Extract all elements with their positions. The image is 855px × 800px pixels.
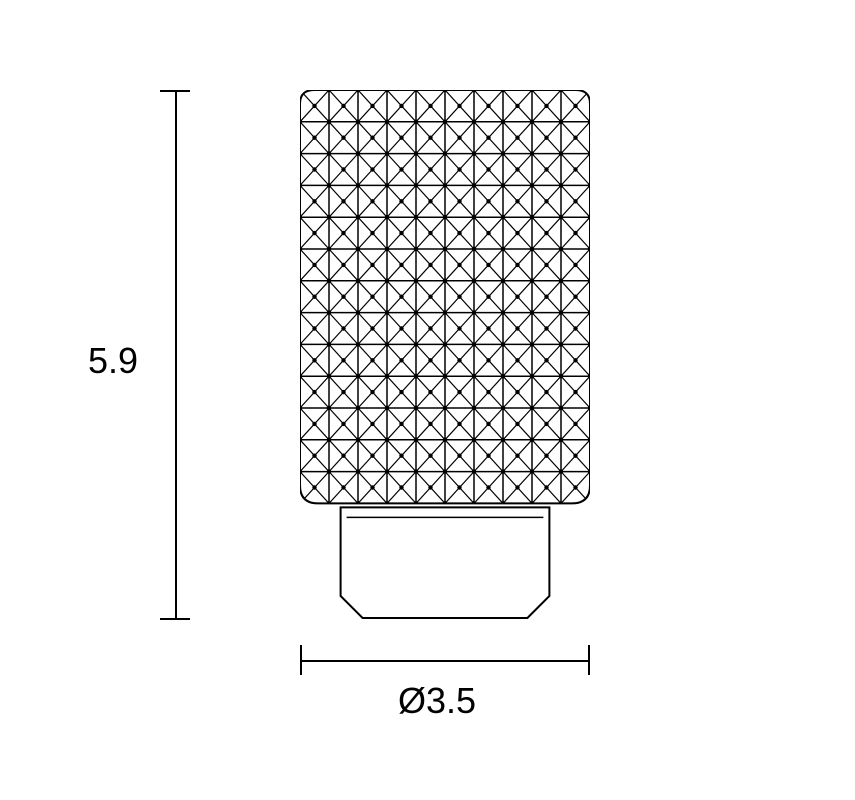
lamp-svg (300, 90, 590, 620)
height-dimension-label: 5.9 (88, 340, 138, 382)
horizontal-dimension-tick-right (588, 645, 590, 675)
vertical-dimension-line (175, 90, 177, 620)
diameter-dimension-label: Ø3.5 (398, 680, 476, 722)
vertical-dimension-tick-top (160, 90, 190, 92)
lamp-drawing (300, 90, 590, 620)
horizontal-dimension-line (300, 660, 590, 662)
horizontal-dimension-tick-left (300, 645, 302, 675)
vertical-dimension-tick-bottom (160, 618, 190, 620)
